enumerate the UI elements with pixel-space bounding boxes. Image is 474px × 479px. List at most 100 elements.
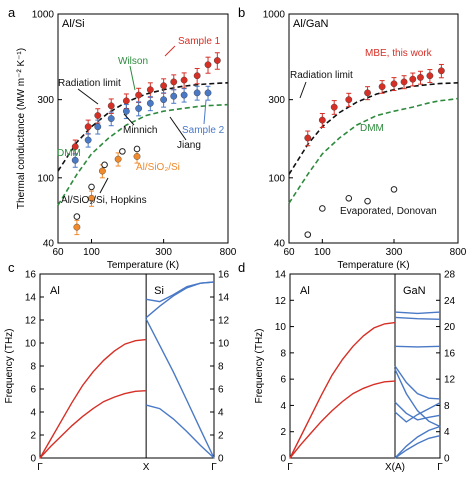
y-tick-label-left: 10 [25,339,37,350]
data-point [390,80,398,88]
data-point [319,205,326,212]
x-tick-label: X [143,462,150,473]
data-point [135,91,143,99]
y-tick-label: 100 [37,173,54,184]
y-tick-label-left: 2 [30,431,36,442]
x-tick-label: 60 [52,247,64,258]
data-point [71,143,79,151]
y-tick-label-left: 0 [30,454,36,465]
x-tick-label: 800 [220,247,237,258]
y-tick-label-left: 14 [25,293,37,304]
arrow-minnich [123,113,135,126]
dispersion-branch [394,311,441,315]
x-tick-label: Γ [437,462,443,473]
label-dmm-b: DMM [360,123,384,134]
y-tick-label-left: 4 [30,408,36,419]
data-point [345,194,353,202]
chart-title: Al/Si [62,18,85,30]
y-axis-label: Thermal conductance (MW m⁻² K⁻¹) [16,48,27,209]
arrow-sample-2 [203,99,207,125]
panel-letter-c: c [8,260,15,275]
y-tick-label-right: 0 [444,454,450,465]
label-mbe-this-work: MBE, this work [365,48,433,59]
data-point [122,107,130,115]
data-point [101,161,108,169]
y-tick-label-right: 10 [218,339,230,350]
y-tick-label: 40 [43,239,55,250]
data-point [73,223,81,231]
data-point [364,89,371,97]
y-tick-label-right: 8 [218,362,224,373]
data-point [133,153,141,160]
dispersion-branch [394,401,441,421]
data-point [98,167,106,175]
y-axis-label: Frequency (THz) [4,328,15,403]
dispersion-branch [145,281,215,303]
x-tick-label: Γ [211,462,217,473]
panel-c-chart: 0 2 4 6 8 10 12 14 16 0 2 4 6 8 10 12 14 16 Γ X Γ Frequency (… [4,270,230,474]
label-al-sio2-si: Al/SiO₂/Si [136,162,180,173]
y-tick-label-right: 6 [218,385,224,396]
right-material-label: Si [154,285,164,297]
y-tick-label-left: 14 [275,270,287,281]
dispersion-branch [394,425,441,459]
y-tick-label-right: 16 [444,348,456,359]
panel-letter-d: d [238,260,245,275]
x-tick-label: 800 [450,247,467,258]
x-tick-label: 100 [83,247,100,258]
dispersion-branch [289,321,396,459]
y-tick-label-left: 12 [275,296,287,307]
label-radiation-limit-b: Radiation limit [290,70,353,81]
y-tick-label-right: 12 [444,375,456,386]
curve-line [288,82,459,175]
data-point [304,134,312,142]
data-point [437,67,445,75]
y-tick-label-right: 4 [218,408,224,419]
left-material-label: Al [50,285,60,297]
x-tick-label: 60 [283,247,295,258]
data-point [107,115,115,122]
dispersion-branch [394,316,441,320]
left-material-label: Al [300,285,310,297]
data-point [193,89,201,97]
y-axis-label: Frequency (THz) [254,328,265,403]
x-axis-label: Temperature (K) [107,260,179,271]
dispersion-branch [394,365,441,400]
panel-a-chart: 60 100 300 800 40 100 300 1000 Temperature (K) Th… [16,10,237,272]
data-point [180,91,188,99]
y-tick-label: 100 [268,173,285,184]
x-tick-label: 300 [155,247,172,258]
y-tick-label-right: 16 [218,270,230,281]
data-point [160,96,168,104]
panel-a-annotations: Sample 1 Wilson Radiation limit Minnich … [57,36,225,206]
x-tick-label: Γ [37,462,43,473]
plot-frame [289,273,441,459]
x-tick-label: 300 [386,247,403,258]
data-point [213,57,221,64]
y-tick-label-left: 0 [280,454,286,465]
arrow-radiation-limit-a [77,88,99,105]
y-tick-label-right: 0 [218,454,224,465]
label-radiation-limit-a: Radiation limit [58,78,121,89]
data-point [135,105,143,112]
data-point [146,99,154,107]
dispersion-branch [394,345,441,348]
data-point [107,102,115,110]
data-point [170,92,178,100]
dispersion-branch [289,380,396,459]
data-point [133,145,141,153]
label-jiang: Jiang [177,140,201,151]
dispersion-branch [394,435,441,459]
data-point [119,148,126,155]
label-dmm-a: DMM [57,148,81,159]
y-tick-label-right: 4 [444,427,450,438]
data-point [364,197,371,205]
data-point [73,213,81,220]
x-axis-label: Temperature (K) [337,260,409,271]
y-tick-label-left: 16 [25,270,37,281]
plot-frame [288,13,459,244]
dispersion-branch [39,338,147,459]
data-point [204,61,212,69]
panel-letter-b: b [238,5,245,20]
